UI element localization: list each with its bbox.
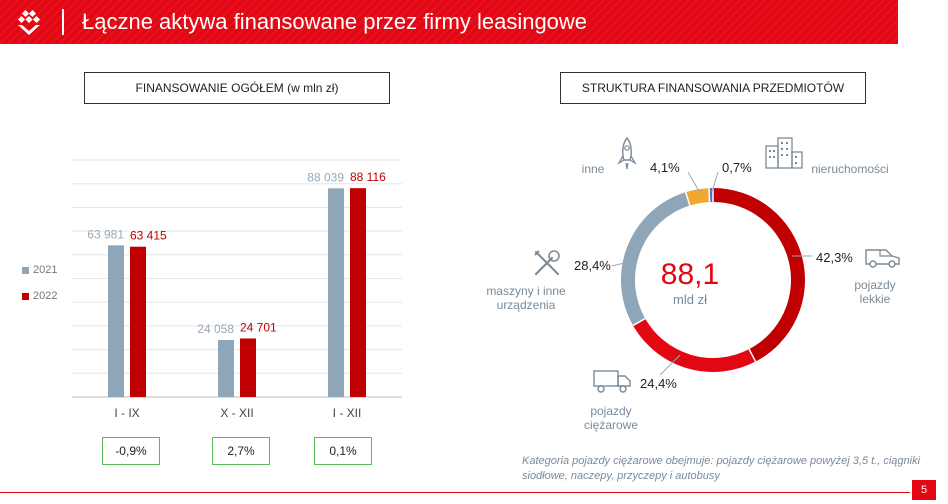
x-tick-label: I - XII (333, 406, 362, 420)
slice-separator (632, 317, 646, 327)
rocket-icon (617, 136, 637, 170)
leader-line (659, 354, 681, 376)
legend-item-2021: 2021 (22, 264, 57, 276)
header-bar: Łączne aktywa finansowane przez firmy le… (0, 0, 898, 44)
legend-item-2022: 2022 (22, 290, 57, 302)
x-tick-label: I - IX (114, 406, 139, 420)
bar-2021-1 (218, 339, 234, 397)
truck-icon (593, 370, 631, 393)
leader-line (687, 171, 701, 194)
legend-label-2021: 2021 (33, 264, 58, 276)
page-number: 5 (912, 480, 936, 500)
bar-2022-2 (350, 188, 366, 397)
donut-chart-title: STRUKTURA FINANSOWANIA PRZEDMIOTÓW (560, 72, 866, 104)
bar-2022-0 (130, 246, 146, 397)
pct-pojazdy-lekkie: 42,3% (816, 250, 853, 265)
leader-line (611, 261, 629, 267)
pct-nieruchomosci: 0,7% (722, 160, 752, 175)
pct-inne: 4,1% (650, 160, 680, 175)
slice-separator (748, 348, 757, 362)
leader-line (711, 171, 719, 193)
bar-value-label: 88 039 (307, 170, 344, 184)
bar-value-label: 63 415 (130, 229, 167, 243)
pct-pojazdy-ciezarowe: 24,4% (640, 376, 677, 391)
legend-swatch-2021 (22, 266, 29, 274)
bar-2021-2 (328, 188, 344, 397)
label-inne: inne (581, 162, 605, 176)
donut-slice-0 (712, 188, 805, 362)
legend-swatch-2022 (22, 292, 29, 300)
label-pojazdy-ciezarowe: pojazdy ciężarowe (583, 404, 639, 432)
building-icon (765, 137, 803, 169)
company-logo-icon (17, 9, 41, 35)
slice-separator (708, 188, 711, 203)
bar-value-label: 63 981 (87, 227, 124, 241)
bar-2021-0 (108, 245, 124, 397)
van-icon (865, 249, 900, 268)
grid-lines (72, 159, 402, 398)
footer-line (0, 492, 910, 493)
page-title: Łączne aktywa finansowane przez firmy le… (82, 9, 588, 34)
header-separator (62, 9, 64, 35)
bar-chart-title: FINANSOWANIE OGÓŁEM (w mln zł) (84, 72, 390, 104)
x-tick-label: X - XII (220, 406, 253, 420)
bar-2022-1 (240, 338, 256, 397)
label-maszyny: maszyny i inne urządzenia (486, 284, 566, 312)
donut-slice-3 (685, 188, 710, 206)
label-nieruchomosci: nieruchomości (811, 162, 889, 176)
bar-value-label: 24 058 (197, 322, 234, 336)
bar-value-label: 24 701 (240, 320, 277, 334)
donut-center-value: 88,1 (660, 258, 720, 291)
bar-value-label: 88 116 (350, 170, 386, 184)
donut-slice-2 (621, 192, 690, 326)
label-pojazdy-lekkie: pojazdy lekkie (854, 278, 896, 306)
donut-slice-1 (633, 318, 756, 372)
change-box-i-xii: 0,1% (314, 437, 372, 465)
legend-label-2022: 2022 (33, 290, 58, 302)
pct-maszyny: 28,4% (574, 258, 611, 273)
donut-center-unit: mld zł (673, 292, 707, 307)
change-box-i-ix: -0,9% (102, 437, 160, 465)
footnote: Kategoria pojazdy ciężarowe obejmuje: po… (522, 455, 921, 482)
change-box-x-xii: 2,7% (212, 437, 270, 465)
slice-separator (684, 191, 691, 206)
tools-icon (534, 250, 560, 276)
